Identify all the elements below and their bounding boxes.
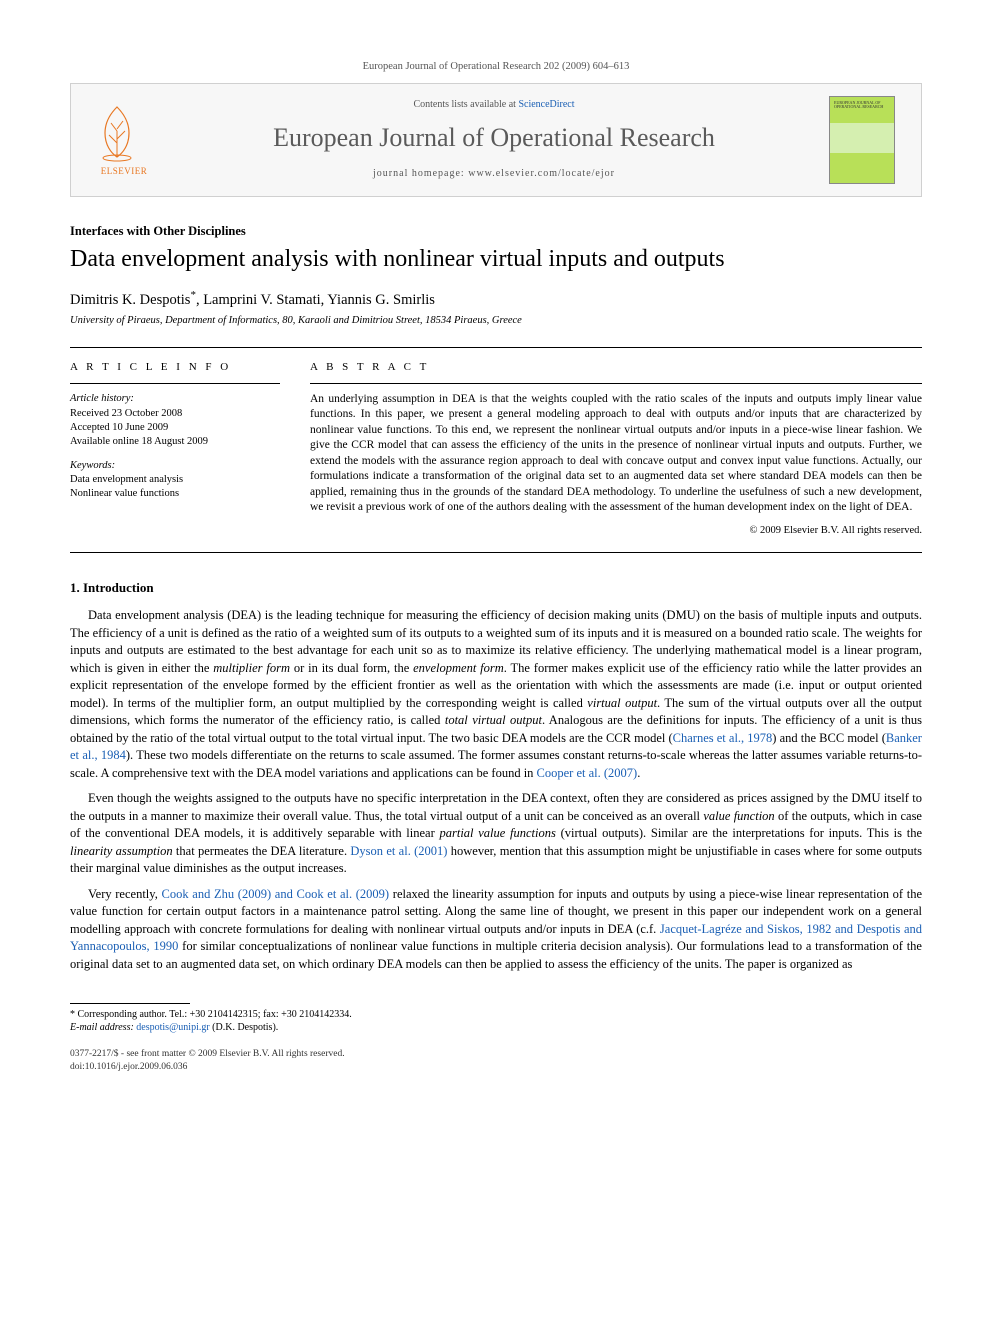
keyword-1: Data envelopment analysis	[70, 473, 280, 487]
section-1-head: 1. Introduction	[70, 579, 922, 597]
article-section-label: Interfaces with Other Disciplines	[70, 223, 922, 241]
banner-center: Contents lists available at ScienceDirec…	[159, 98, 829, 180]
cite-cooper[interactable]: Cooper et al. (2007)	[537, 766, 638, 780]
affiliation: University of Piraeus, Department of Inf…	[70, 314, 922, 329]
homepage-url: www.elsevier.com/locate/ejor	[468, 168, 615, 179]
email-who: (D.K. Despotis).	[212, 1022, 278, 1033]
keyword-2: Nonlinear value functions	[70, 487, 280, 501]
p3-t3: for similar conceptualizations of nonlin…	[70, 939, 922, 971]
abstract-body: An underlying assumption in DEA is that …	[310, 392, 922, 516]
publisher-logo-block: ELSEVIER	[89, 101, 159, 178]
corresponding-footnote: * Corresponding author. Tel.: +30 210414…	[70, 1008, 922, 1034]
bottom-meta: 0377-2217/$ - see front matter © 2009 El…	[70, 1048, 922, 1073]
p2-em1: value function	[703, 809, 774, 823]
history-received: Received 23 October 2008	[70, 407, 280, 421]
p1-t6: ) and the BCC model (	[772, 731, 886, 745]
p1-em1: multiplier form	[213, 661, 290, 675]
info-abstract-row: A R T I C L E I N F O Article history: R…	[70, 347, 922, 553]
p1-em4: total virtual output	[445, 713, 542, 727]
p2-em2: partial value functions	[439, 826, 555, 840]
history-online: Available online 18 August 2009	[70, 435, 280, 449]
keywords-label: Keywords:	[70, 459, 280, 473]
contents-prefix: Contents lists available at	[413, 99, 518, 110]
author-line: Dimitris K. Despotis*, Lamprini V. Stama…	[70, 288, 922, 310]
abstract-head: A B S T R A C T	[310, 360, 922, 375]
p2-t4: that permeates the DEA literature.	[173, 844, 351, 858]
publisher-word: ELSEVIER	[89, 165, 159, 178]
journal-banner: ELSEVIER Contents lists available at Sci…	[70, 83, 922, 197]
cite-dyson[interactable]: Dyson et al. (2001)	[350, 844, 447, 858]
abstract-column: A B S T R A C T An underlying assumption…	[310, 360, 922, 538]
cite-charnes[interactable]: Charnes et al., 1978	[673, 731, 773, 745]
footnote-rule	[70, 1003, 190, 1004]
p1-t7: ). These two models differentiate on the…	[70, 748, 922, 780]
history-accepted: Accepted 10 June 2009	[70, 421, 280, 435]
cite-cook-zhu[interactable]: Cook and Zhu (2009) and Cook et al. (200…	[162, 887, 390, 901]
p1-em3: virtual output	[587, 696, 657, 710]
journal-cover-thumbnail: EUROPEAN JOURNAL OF OPERATIONAL RESEARCH	[829, 96, 895, 184]
sciencedirect-link[interactable]: ScienceDirect	[518, 99, 574, 110]
homepage-label: journal homepage:	[373, 168, 468, 179]
p2-em3: linearity assumption	[70, 844, 173, 858]
keywords-block: Keywords: Data envelopment analysis Nonl…	[70, 459, 280, 502]
corr-email-link[interactable]: despotis@unipi.gr	[136, 1022, 209, 1033]
paragraph-1: Data envelopment analysis (DEA) is the l…	[70, 607, 922, 782]
doi-line: doi:10.1016/j.ejor.2009.06.036	[70, 1061, 922, 1073]
author-corresponding: Dimitris K. Despotis	[70, 292, 190, 308]
p1-t2: or in its dual form, the	[290, 661, 413, 675]
front-matter-line: 0377-2217/$ - see front matter © 2009 El…	[70, 1048, 922, 1060]
article-info-column: A R T I C L E I N F O Article history: R…	[70, 360, 280, 538]
journal-name: European Journal of Operational Research	[159, 120, 829, 156]
article-history-block: Article history: Received 23 October 200…	[70, 392, 280, 449]
p1-t8: .	[637, 766, 640, 780]
running-header: European Journal of Operational Research…	[70, 60, 922, 75]
contents-available-line: Contents lists available at ScienceDirec…	[159, 98, 829, 112]
abstract-copyright: © 2009 Elsevier B.V. All rights reserved…	[310, 524, 922, 538]
elsevier-tree-icon	[89, 101, 145, 163]
authors-rest: , Lamprini V. Stamati, Yiannis G. Smirli…	[196, 292, 435, 308]
article-info-head: A R T I C L E I N F O	[70, 360, 280, 375]
journal-homepage-line: journal homepage: www.elsevier.com/locat…	[159, 167, 829, 181]
p2-t3: (virtual outputs). Similar are the inter…	[556, 826, 922, 840]
cover-thumb-block: EUROPEAN JOURNAL OF OPERATIONAL RESEARCH	[829, 96, 903, 184]
paragraph-2: Even though the weights assigned to the …	[70, 790, 922, 878]
email-label: E-mail address:	[70, 1022, 134, 1033]
paragraph-3: Very recently, Cook and Zhu (2009) and C…	[70, 886, 922, 974]
article-title: Data envelopment analysis with nonlinear…	[70, 244, 922, 274]
history-label: Article history:	[70, 392, 280, 406]
corr-contact: * Corresponding author. Tel.: +30 210414…	[70, 1008, 922, 1021]
p1-em2: envelopment form	[413, 661, 504, 675]
p3-t1: Very recently,	[88, 887, 162, 901]
page-root: European Journal of Operational Research…	[0, 0, 992, 1113]
